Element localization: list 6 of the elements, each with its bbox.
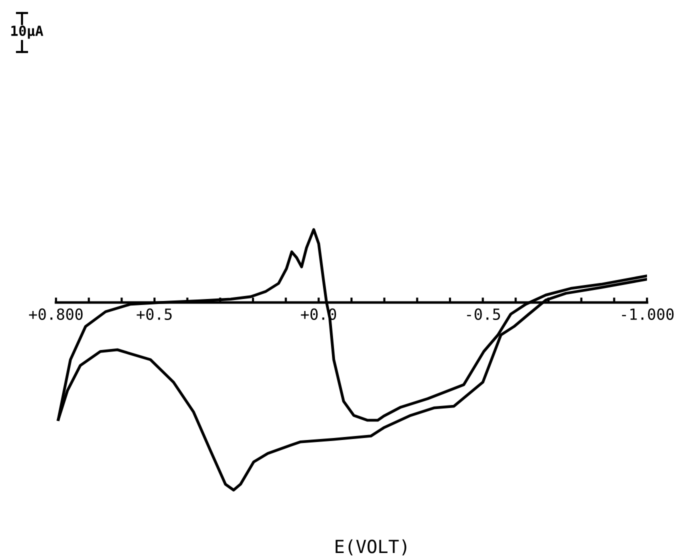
x-tick-label: +0.800 bbox=[29, 308, 83, 320]
x-tick-label: -0.5 bbox=[467, 308, 500, 320]
x-axis-title: E(VOLT) bbox=[336, 539, 406, 556]
x-tick-label: -1.000 bbox=[622, 308, 674, 320]
text: 10µA bbox=[11, 26, 44, 39]
x-tick-label: +0.5 bbox=[136, 308, 172, 320]
